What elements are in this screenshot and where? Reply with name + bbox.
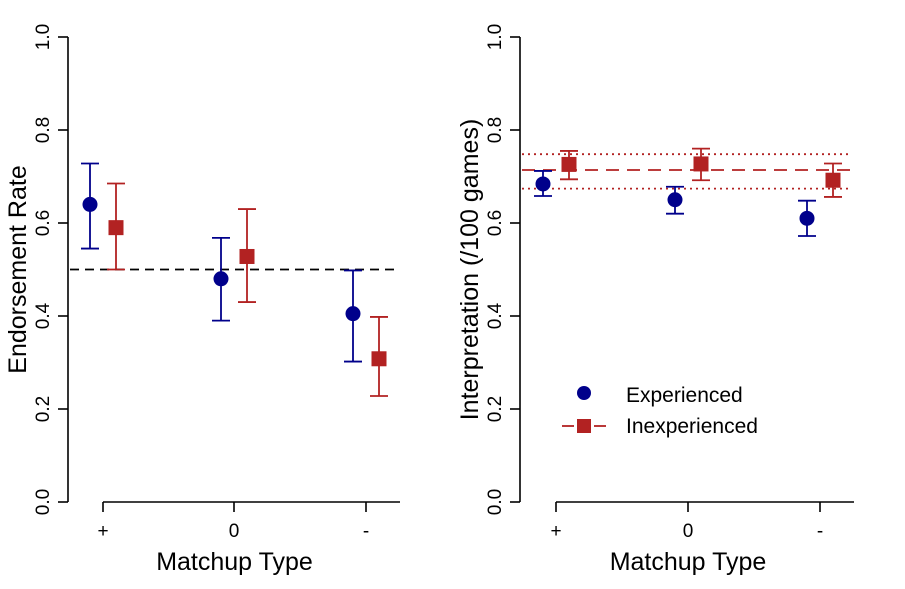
y-tick-label: 0.4 <box>33 302 54 329</box>
legend-label-experienced: Experienced <box>626 384 743 407</box>
y-tick-label: 0.0 <box>485 489 506 515</box>
y-axis-title: Endorsement Rate <box>4 165 32 373</box>
point-inexperienced <box>561 156 577 172</box>
y-tick-label: 0.0 <box>33 489 54 515</box>
x-tick-label: - <box>363 521 369 542</box>
interpretation-marks: 0.0 0.2 0.4 0.6 0.8 1.0 + 0 - <box>485 24 852 542</box>
legend-label-inexperienced: Inexperienced <box>626 415 758 438</box>
interpretation-chart: 0.0 0.2 0.4 0.6 0.8 1.0 + 0 - Interpretation (/1… <box>456 24 854 576</box>
y-tick-label: 0.2 <box>33 396 54 422</box>
y-tick-label: 0.4 <box>485 302 506 329</box>
y-tick-label: 0.8 <box>33 117 54 143</box>
point-inexperienced <box>693 156 709 172</box>
x-axis-title: Matchup Type <box>156 548 313 576</box>
y-tick-label: 0.6 <box>33 210 54 236</box>
x-tick-label: - <box>817 521 823 542</box>
x-axis-title: Matchup Type <box>610 548 767 576</box>
point-experienced <box>345 306 361 322</box>
point-experienced <box>799 210 815 226</box>
y-tick-label: 1.0 <box>485 24 506 50</box>
x-tick-label: 0 <box>229 521 240 542</box>
y-axis-title: Interpretation (/100 games) <box>456 119 484 421</box>
legend-marker-inexperienced <box>577 419 591 433</box>
point-experienced <box>82 196 98 212</box>
legend-marker-experienced <box>577 386 591 400</box>
x-tick-label: + <box>550 521 561 542</box>
legend: Experienced Inexperienced <box>562 384 758 438</box>
endorsement-rate-chart: 0.0 0.2 0.4 0.6 0.8 1.0 + 0 - Endorsement Rate M… <box>4 24 400 576</box>
point-experienced <box>535 176 551 192</box>
point-inexperienced <box>239 248 255 264</box>
point-inexperienced <box>371 351 387 367</box>
y-tick-label: 0.2 <box>485 396 506 422</box>
endorsement-marks: 0.0 0.2 0.4 0.6 0.8 1.0 + 0 - <box>33 24 400 542</box>
x-tick-label: + <box>97 521 108 542</box>
y-tick-label: 1.0 <box>33 24 54 50</box>
y-tick-label: 0.6 <box>485 210 506 236</box>
point-inexperienced <box>108 220 124 236</box>
x-tick-label: 0 <box>683 521 694 542</box>
point-experienced <box>667 192 683 208</box>
y-tick-label: 0.8 <box>485 117 506 143</box>
point-experienced <box>213 271 229 287</box>
point-inexperienced <box>825 172 841 188</box>
